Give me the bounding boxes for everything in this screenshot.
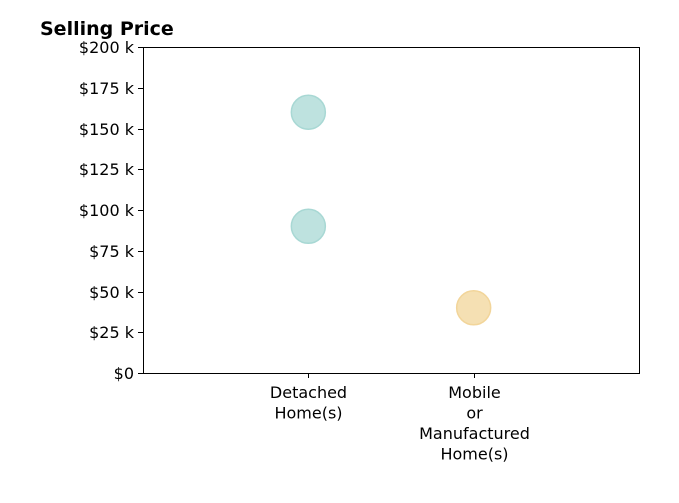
x-tick-label-line: Manufactured: [419, 424, 530, 443]
x-tick-label-line: Home(s): [274, 404, 342, 423]
y-tick-label: $0: [114, 364, 134, 383]
y-tick-label: $25 k: [89, 323, 135, 342]
x-tick-label: Detached Home(s): [270, 383, 347, 423]
y-tick-label: $75 k: [89, 242, 135, 261]
y-tick-label: $200 k: [79, 38, 135, 57]
y-tick-label: $175 k: [79, 79, 135, 98]
y-tick-label: $125 k: [79, 160, 135, 179]
x-tick-label-line: Mobile: [448, 383, 500, 402]
y-tick-label: $100 k: [79, 201, 135, 220]
x-tick-label-line: Detached: [270, 383, 347, 402]
y-tick-label: $150 k: [79, 120, 135, 139]
plot-area-frame: [143, 47, 640, 374]
x-tick-label-line: or: [466, 404, 483, 423]
chart-title: Selling Price: [40, 18, 174, 40]
data-point: [290, 208, 327, 245]
y-axis: $0 $25 k $50 k $75 k $100 k $125 k $150 k $175 …: [79, 38, 143, 383]
data-point: [455, 290, 492, 326]
y-tick-label: $50 k: [89, 283, 135, 302]
data-points: [290, 94, 492, 326]
data-point: [290, 94, 327, 130]
x-tick-label-line: Home(s): [440, 445, 508, 464]
